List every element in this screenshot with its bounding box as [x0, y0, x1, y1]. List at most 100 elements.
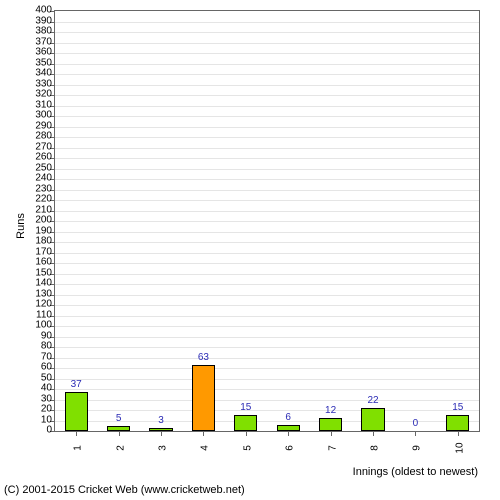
ytick-label: 340: [35, 68, 52, 79]
ytick-label: 250: [35, 162, 52, 173]
xtick-label: 2: [115, 445, 126, 451]
bar-value-label: 5: [116, 413, 122, 424]
bar-value-label: 15: [240, 402, 251, 413]
ytick-label: 310: [35, 99, 52, 110]
plot-area: 3753631561222015: [54, 10, 480, 432]
ytick-label: 180: [35, 236, 52, 247]
ytick-label: 70: [41, 351, 52, 362]
x-axis-label: Innings (oldest to newest): [353, 466, 478, 478]
xtick-label: 10: [454, 442, 465, 453]
ytick-label: 330: [35, 78, 52, 89]
gridline: [55, 22, 479, 23]
gridline: [55, 169, 479, 170]
bar: [361, 408, 384, 431]
gridline: [55, 106, 479, 107]
ytick-label: 0: [46, 425, 52, 436]
ytick-label: 190: [35, 225, 52, 236]
xtick-label: 9: [412, 445, 423, 451]
xtick-label: 8: [370, 445, 381, 451]
xtick-mark: [119, 431, 120, 436]
gridline: [55, 179, 479, 180]
ytick-label: 370: [35, 36, 52, 47]
gridline: [55, 400, 479, 401]
bar-value-label: 12: [325, 405, 336, 416]
xtick-mark: [415, 431, 416, 436]
gridline: [55, 200, 479, 201]
gridline: [55, 326, 479, 327]
gridline: [55, 158, 479, 159]
bar-value-label: 3: [158, 415, 164, 426]
ytick-label: 10: [41, 414, 52, 425]
gridline: [55, 284, 479, 285]
gridline: [55, 316, 479, 317]
ytick-label: 80: [41, 341, 52, 352]
chart-container: 3753631561222015 Runs Innings (oldest to…: [0, 0, 500, 500]
gridline: [55, 137, 479, 138]
gridline: [55, 74, 479, 75]
gridline: [55, 64, 479, 65]
gridline: [55, 211, 479, 212]
gridline: [55, 410, 479, 411]
xtick-label: 7: [327, 445, 338, 451]
xtick-mark: [373, 431, 374, 436]
bar: [319, 418, 342, 431]
gridline: [55, 232, 479, 233]
ytick-label: 230: [35, 183, 52, 194]
ytick-label: 110: [36, 309, 52, 320]
ytick-label: 360: [35, 47, 52, 58]
bar-value-label: 15: [452, 402, 463, 413]
gridline: [55, 347, 479, 348]
ytick-label: 90: [41, 330, 52, 341]
ytick-label: 300: [35, 110, 52, 121]
ytick-label: 320: [35, 89, 52, 100]
gridline: [55, 358, 479, 359]
ytick-label: 150: [35, 267, 52, 278]
xtick-mark: [76, 431, 77, 436]
ytick-label: 390: [35, 15, 52, 26]
ytick-label: 260: [35, 152, 52, 163]
bar-value-label: 6: [285, 412, 291, 423]
xtick-mark: [161, 431, 162, 436]
gridline: [55, 295, 479, 296]
xtick-mark: [246, 431, 247, 436]
gridline: [55, 221, 479, 222]
gridline: [55, 53, 479, 54]
ytick-label: 20: [41, 404, 52, 415]
gridline: [55, 379, 479, 380]
xtick-label: 1: [73, 445, 84, 451]
ytick-label: 160: [35, 257, 52, 268]
gridline: [55, 253, 479, 254]
bar: [234, 415, 257, 431]
ytick-label: 30: [41, 393, 52, 404]
xtick-mark: [458, 431, 459, 436]
gridline: [55, 127, 479, 128]
xtick-label: 6: [285, 445, 296, 451]
ytick-label: 120: [35, 299, 52, 310]
ytick-label: 140: [35, 278, 52, 289]
bar-value-label: 63: [198, 352, 209, 363]
gridline: [55, 337, 479, 338]
gridline: [55, 95, 479, 96]
ytick-label: 290: [35, 120, 52, 131]
ytick-label: 50: [41, 372, 52, 383]
ytick-label: 210: [35, 204, 52, 215]
ytick-label: 380: [35, 26, 52, 37]
gridline: [55, 190, 479, 191]
gridline: [55, 85, 479, 86]
y-axis-label: Runs: [15, 213, 27, 239]
ytick-label: 220: [35, 194, 52, 205]
xtick-label: 5: [242, 445, 253, 451]
ytick-label: 350: [35, 57, 52, 68]
xtick-mark: [288, 431, 289, 436]
bar: [192, 365, 215, 431]
bar-value-label: 37: [71, 379, 82, 390]
xtick-mark: [331, 431, 332, 436]
gridline: [55, 116, 479, 117]
xtick-label: 3: [158, 445, 169, 451]
ytick-label: 200: [35, 215, 52, 226]
ytick-label: 130: [35, 288, 52, 299]
gridline: [55, 148, 479, 149]
xtick-label: 4: [200, 445, 211, 451]
copyright-footer: (C) 2001-2015 Cricket Web (www.cricketwe…: [4, 484, 245, 496]
gridline: [55, 305, 479, 306]
